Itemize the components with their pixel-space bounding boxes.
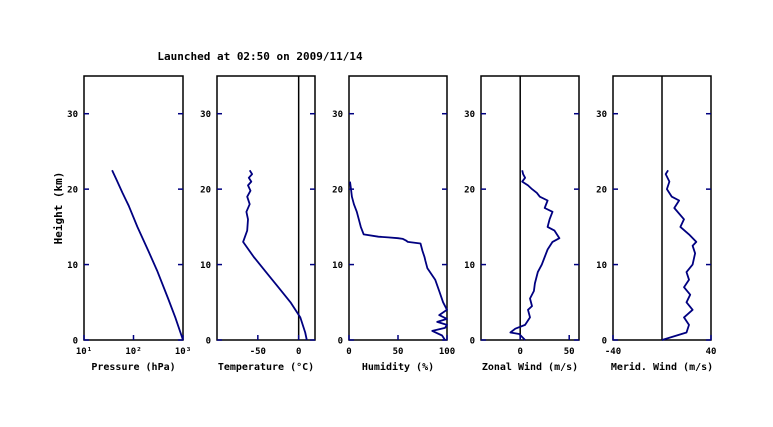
- panel-4: 0 10 20 30 0 50 Zonal Wind (m/s): [464, 75, 580, 373]
- x-axis-label: Merid. Wind (m/s): [611, 361, 713, 373]
- y-tick-label: 0: [73, 337, 78, 347]
- series-line: [111, 169, 184, 341]
- series-line: [509, 170, 561, 341]
- x-axis-label: Temperature (°C): [218, 362, 314, 373]
- figure-title: Launched at 02:50 on 2009/11/14: [157, 50, 363, 63]
- x-axis-label: Humidity (%): [362, 361, 434, 373]
- y-tick-label: 0: [470, 337, 475, 347]
- y-axis-label: Height (km): [52, 172, 65, 245]
- y-tick-label: 0: [602, 337, 607, 347]
- x-tick-label: 0: [296, 347, 301, 357]
- x-tick-label: 40: [706, 347, 717, 357]
- y-tick-label: 30: [67, 110, 78, 120]
- y-tick-label: 20: [200, 186, 211, 196]
- y-tick-label: 30: [464, 110, 475, 120]
- y-tick-label: 10: [200, 261, 211, 271]
- y-tick-label: 20: [596, 186, 607, 196]
- x-tick-label: 10²: [125, 347, 141, 357]
- y-tick-label: 30: [332, 110, 343, 120]
- y-tick-label: 10: [596, 261, 607, 271]
- y-tick-label: 10: [464, 261, 475, 271]
- y-tick-label: 10: [332, 261, 343, 271]
- x-tick-label: -50: [250, 347, 266, 357]
- x-axis-label: Zonal Wind (m/s): [482, 361, 578, 373]
- series-line: [349, 181, 448, 341]
- panel-frame: [216, 75, 316, 341]
- y-tick-label: 0: [338, 337, 343, 347]
- x-tick-label: 0: [517, 347, 522, 357]
- panel-5: 0 10 20 30 -40 40 Merid. Wind (m/s): [596, 75, 717, 373]
- y-tick-label: 20: [332, 186, 343, 196]
- y-tick-label: 20: [67, 186, 78, 196]
- series-line: [661, 169, 698, 341]
- panel-frame: [480, 75, 580, 341]
- x-axis-label: Pressure (hPa): [91, 362, 175, 373]
- x-tick-label: 100: [439, 347, 455, 357]
- panel-frame: [348, 75, 448, 341]
- series-line: [242, 169, 308, 341]
- x-tick-label: 10¹: [76, 347, 92, 357]
- x-tick-label: 0: [346, 347, 351, 357]
- x-tick-label: 10³: [175, 347, 191, 357]
- y-tick-label: 10: [67, 261, 78, 271]
- panel-2: 0 10 20 30 -50 0 Temperature (°C): [200, 75, 316, 373]
- y-tick-label: 0: [206, 337, 211, 347]
- y-tick-label: 20: [464, 186, 475, 196]
- x-tick-label: -40: [605, 347, 621, 357]
- y-tick-label: 30: [200, 110, 211, 120]
- y-tick-label: 30: [596, 110, 607, 120]
- x-tick-label: 50: [393, 347, 404, 357]
- x-tick-label: 50: [564, 347, 575, 357]
- panel-3: 0 10 20 30 0 50 100 Humidity (%): [332, 75, 455, 373]
